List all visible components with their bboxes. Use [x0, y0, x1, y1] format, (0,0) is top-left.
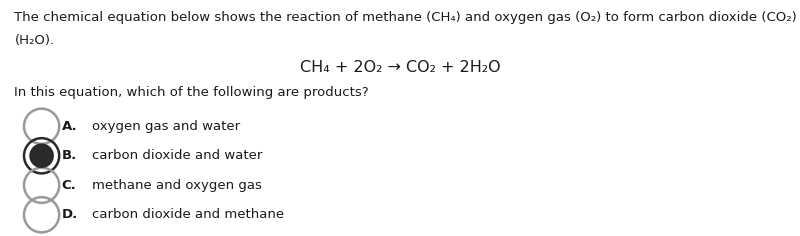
Text: methane and oxygen gas: methane and oxygen gas	[92, 179, 262, 192]
Text: (H₂O).: (H₂O).	[14, 34, 54, 47]
Ellipse shape	[30, 143, 54, 168]
Text: D.: D.	[62, 208, 78, 221]
Text: The chemical equation below shows the reaction of methane (CH₄) and oxygen gas (: The chemical equation below shows the re…	[14, 11, 800, 24]
Text: carbon dioxide and methane: carbon dioxide and methane	[92, 208, 284, 221]
Text: CH₄ + 2O₂ → CO₂ + 2H₂O: CH₄ + 2O₂ → CO₂ + 2H₂O	[300, 60, 500, 75]
Text: A.: A.	[62, 120, 78, 133]
Text: carbon dioxide and water: carbon dioxide and water	[92, 149, 262, 162]
Text: B.: B.	[62, 149, 77, 162]
Text: C.: C.	[62, 179, 76, 192]
Text: oxygen gas and water: oxygen gas and water	[92, 120, 240, 133]
Text: In this equation, which of the following are products?: In this equation, which of the following…	[14, 86, 369, 99]
